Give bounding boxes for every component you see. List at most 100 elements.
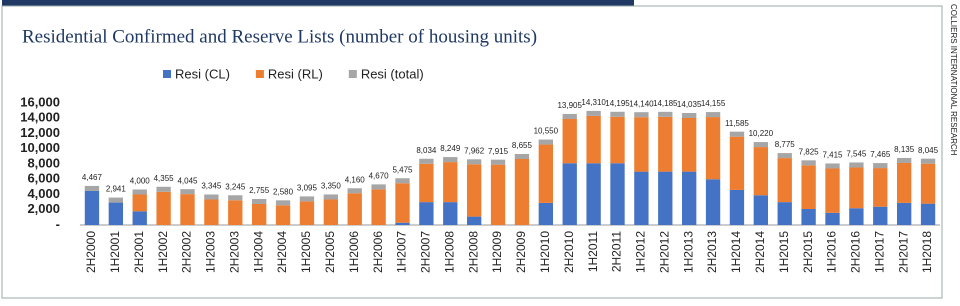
- total-marker: [634, 112, 649, 118]
- y-tick-label: 10,000: [20, 140, 60, 155]
- data-label: 14,155: [701, 99, 726, 108]
- data-label: 7,465: [870, 150, 891, 159]
- chart-title: Residential Confirmed and Reserve Lists …: [22, 26, 537, 47]
- bar-segment: [801, 165, 816, 209]
- bar-segment: [729, 136, 745, 190]
- bar-segment: [658, 171, 673, 225]
- y-tick-label: 12,000: [20, 125, 60, 140]
- data-label: 4,160: [345, 175, 366, 184]
- x-tick-label: 2H2016: [849, 231, 863, 273]
- x-tick-label: 2H2015: [801, 231, 815, 273]
- data-label: 7,825: [799, 147, 820, 156]
- total-marker: [897, 157, 912, 163]
- bar-segment: [873, 168, 888, 207]
- total-marker: [252, 198, 267, 204]
- total-marker: [920, 158, 936, 164]
- y-tick-label: 16,000: [20, 94, 60, 109]
- bar-segment: [753, 195, 768, 225]
- x-tick-label: 1H2014: [729, 231, 743, 273]
- x-tick-label: 1H2017: [872, 231, 886, 273]
- bar-segment: [562, 118, 577, 164]
- bar-segment: [299, 201, 315, 225]
- bar-segment: [419, 202, 434, 225]
- bar-segment: [825, 212, 840, 225]
- bar-segment: [371, 189, 386, 225]
- data-label: 8,249: [440, 144, 461, 153]
- total-marker: [658, 111, 673, 117]
- x-tick-label: 2H2006: [371, 231, 385, 273]
- total-marker: [849, 162, 864, 168]
- total-marker: [180, 189, 195, 195]
- x-tick-label: 1H2009: [490, 231, 504, 273]
- data-label: 4,467: [82, 173, 103, 182]
- bar-segment: [538, 202, 553, 225]
- bar-segment: [634, 117, 649, 172]
- data-label: 14,035: [677, 100, 702, 109]
- y-tick-label: 8,000: [27, 155, 60, 170]
- x-tick-label: 1H2001: [108, 231, 122, 273]
- x-tick-label: 2H2001: [132, 231, 146, 273]
- x-tick-label: 1H2007: [395, 231, 409, 273]
- bar-segment: [920, 163, 936, 204]
- x-tick-label: 1H2018: [920, 231, 934, 273]
- total-marker: [467, 159, 482, 165]
- bar-segment: [395, 183, 410, 223]
- bar-segment: [228, 200, 243, 225]
- bar-segment: [610, 163, 625, 225]
- header-bar: [2, 0, 634, 6]
- total-marker: [228, 195, 243, 201]
- bar-segment: [490, 164, 506, 225]
- data-label: 4,000: [130, 177, 151, 186]
- x-tick-label: 2H2013: [705, 231, 719, 273]
- data-label: 3,245: [225, 182, 246, 191]
- data-label: 4,355: [154, 174, 175, 183]
- x-tick-label: 2H2010: [562, 231, 576, 273]
- x-tick-label: 1H2005: [299, 231, 313, 273]
- data-label: 14,140: [629, 99, 654, 108]
- data-label: 4,045: [177, 176, 198, 185]
- bar-segment: [538, 144, 553, 203]
- x-tick-label: 1H2003: [204, 231, 218, 273]
- data-label: 2,755: [249, 186, 270, 195]
- total-marker: [538, 139, 553, 145]
- bar-segment: [920, 203, 936, 225]
- bar-segment: [514, 159, 530, 225]
- data-label: 8,045: [918, 146, 939, 155]
- y-tick-label: 4,000: [27, 186, 60, 201]
- legend-swatch: [163, 70, 171, 78]
- data-label: 14,185: [653, 99, 678, 108]
- bar-segment: [634, 171, 649, 225]
- bar-segment: [419, 163, 434, 203]
- bar-segment: [323, 199, 338, 225]
- bar-segment: [658, 116, 673, 172]
- data-label: 2,580: [273, 187, 294, 196]
- bar-segment: [132, 194, 147, 212]
- bar-segment: [801, 208, 816, 225]
- total-marker: [443, 157, 458, 163]
- x-tick-label: 1H2012: [634, 231, 648, 273]
- x-tick-label: 1H2015: [777, 231, 791, 273]
- x-tick-label: 2H2008: [466, 231, 480, 273]
- data-label: 10,220: [749, 129, 774, 138]
- bar-segment: [562, 163, 577, 225]
- data-label: 10,550: [534, 127, 559, 136]
- bar-segment: [682, 117, 697, 172]
- x-tick-label: 2H2005: [323, 231, 337, 273]
- total-marker: [801, 160, 816, 166]
- bar-segment: [705, 117, 721, 180]
- total-marker: [682, 112, 697, 118]
- total-marker: [586, 110, 601, 116]
- y-tick-label: 14,000: [20, 110, 60, 125]
- data-label: 8,655: [512, 141, 533, 150]
- total-marker: [275, 200, 291, 206]
- bar-segment: [84, 190, 100, 225]
- bar-segment: [705, 179, 721, 225]
- data-label: 7,962: [464, 146, 485, 155]
- total-marker: [562, 113, 577, 119]
- legend-swatch: [255, 70, 264, 78]
- x-tick-label: 1H2006: [347, 231, 361, 273]
- total-marker: [395, 178, 410, 184]
- bar-segment: [467, 164, 482, 217]
- bar-segment: [395, 222, 410, 225]
